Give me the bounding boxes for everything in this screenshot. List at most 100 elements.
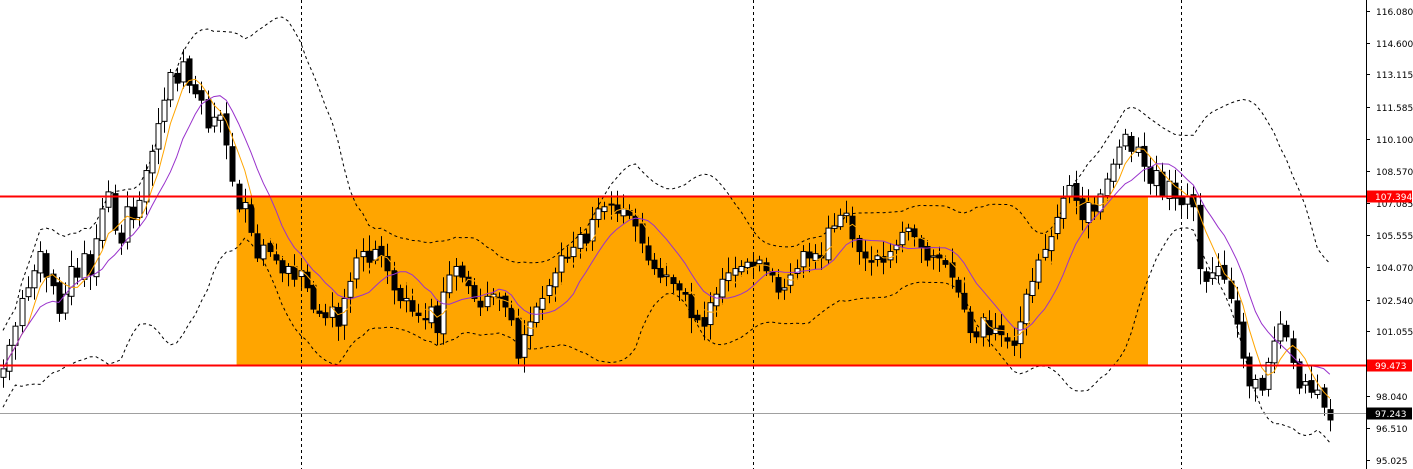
- candle: [155, 108, 162, 165]
- candle-body: [949, 262, 956, 278]
- candle-body: [862, 251, 869, 259]
- candle: [1277, 311, 1284, 349]
- candle-body: [558, 255, 565, 273]
- candle: [161, 87, 168, 133]
- candle: [322, 303, 329, 326]
- candle-body: [25, 287, 32, 298]
- candle-body: [546, 285, 553, 296]
- candle: [936, 246, 943, 272]
- candle-body: [670, 277, 677, 285]
- candle: [663, 263, 670, 287]
- candle: [118, 224, 125, 255]
- candle-body: [831, 225, 838, 229]
- candle: [1209, 257, 1216, 285]
- candle: [242, 188, 249, 223]
- candle-body: [577, 234, 584, 249]
- candle-body: [967, 311, 974, 334]
- candle-body: [43, 253, 50, 278]
- candle: [930, 249, 937, 270]
- horizontal-levels[interactable]: [0, 195, 1366, 367]
- candle-body: [1104, 178, 1111, 197]
- candle: [391, 261, 398, 305]
- candle-body: [149, 150, 156, 174]
- candle-body: [1290, 338, 1297, 363]
- price-tags: 107.394 99.473 97.243: [1367, 190, 1412, 420]
- candle: [267, 238, 274, 257]
- candle-body: [980, 317, 987, 338]
- candle-body: [1091, 204, 1098, 212]
- candle-body: [1042, 248, 1049, 258]
- candle-body: [738, 265, 745, 273]
- candle-body: [800, 251, 807, 268]
- candle-body: [322, 312, 329, 319]
- candle: [924, 240, 931, 267]
- candle-body: [1048, 236, 1055, 252]
- candle: [248, 195, 255, 237]
- candle: [1215, 253, 1222, 283]
- candle-body: [366, 250, 373, 263]
- candle: [521, 320, 528, 373]
- candle: [775, 269, 782, 300]
- candle-body: [657, 267, 664, 278]
- candle: [539, 285, 546, 321]
- candle-body: [279, 260, 286, 274]
- candle-body: [1190, 194, 1197, 208]
- candle-body: [87, 254, 94, 276]
- price-axis: 116.080 114.600 113.115 111.585 110.100 108.5…: [1366, 8, 1413, 467]
- candle-body: [694, 314, 701, 321]
- candle: [719, 268, 726, 305]
- candle-body: [930, 255, 937, 258]
- candle-body: [471, 285, 478, 299]
- candle-body: [868, 260, 875, 263]
- candle: [403, 282, 410, 313]
- candle-body: [1153, 170, 1160, 187]
- candle: [279, 256, 286, 283]
- candle-body: [1166, 180, 1173, 200]
- current-price-tag-bg: [1367, 407, 1412, 420]
- candle: [93, 224, 100, 286]
- candle-body: [428, 306, 435, 324]
- candle: [50, 269, 57, 295]
- candle-body: [211, 116, 218, 127]
- candle-body: [155, 123, 162, 150]
- candle: [856, 235, 863, 265]
- upper-band: [2, 16, 1331, 331]
- candle-body: [229, 146, 236, 182]
- candle-body: [775, 277, 782, 293]
- price-tick-label: 111.585: [1376, 104, 1413, 114]
- candle: [260, 239, 267, 266]
- candle-body: [267, 242, 274, 253]
- candle: [174, 67, 181, 92]
- candle: [1110, 158, 1117, 189]
- candle-body: [304, 271, 311, 289]
- candle-body: [645, 245, 652, 261]
- candle-body: [484, 295, 491, 308]
- candle-body: [843, 212, 850, 217]
- candle: [310, 281, 317, 314]
- candle: [74, 257, 81, 285]
- candle-body: [1073, 182, 1080, 201]
- candle-body: [676, 283, 683, 291]
- candle-body: [707, 302, 714, 326]
- candle: [1011, 328, 1018, 357]
- candle: [329, 292, 336, 328]
- level-tag-label: 99.473: [1375, 362, 1407, 372]
- candle-body: [601, 206, 608, 213]
- candle: [1166, 169, 1173, 211]
- candle: [1240, 312, 1247, 369]
- candle: [12, 321, 19, 360]
- candle-body: [1147, 166, 1154, 184]
- candle-body: [936, 254, 943, 259]
- current-price-tag-label: 97.243: [1375, 410, 1407, 420]
- candle-body: [856, 237, 863, 253]
- candle: [124, 191, 131, 250]
- candle-body: [539, 297, 546, 310]
- candle: [546, 278, 553, 304]
- candle-body: [806, 251, 813, 259]
- candle: [1321, 383, 1328, 416]
- candle-body: [161, 99, 168, 122]
- candle-body: [632, 215, 639, 227]
- candle-body: [409, 300, 416, 312]
- candle-body: [112, 193, 119, 231]
